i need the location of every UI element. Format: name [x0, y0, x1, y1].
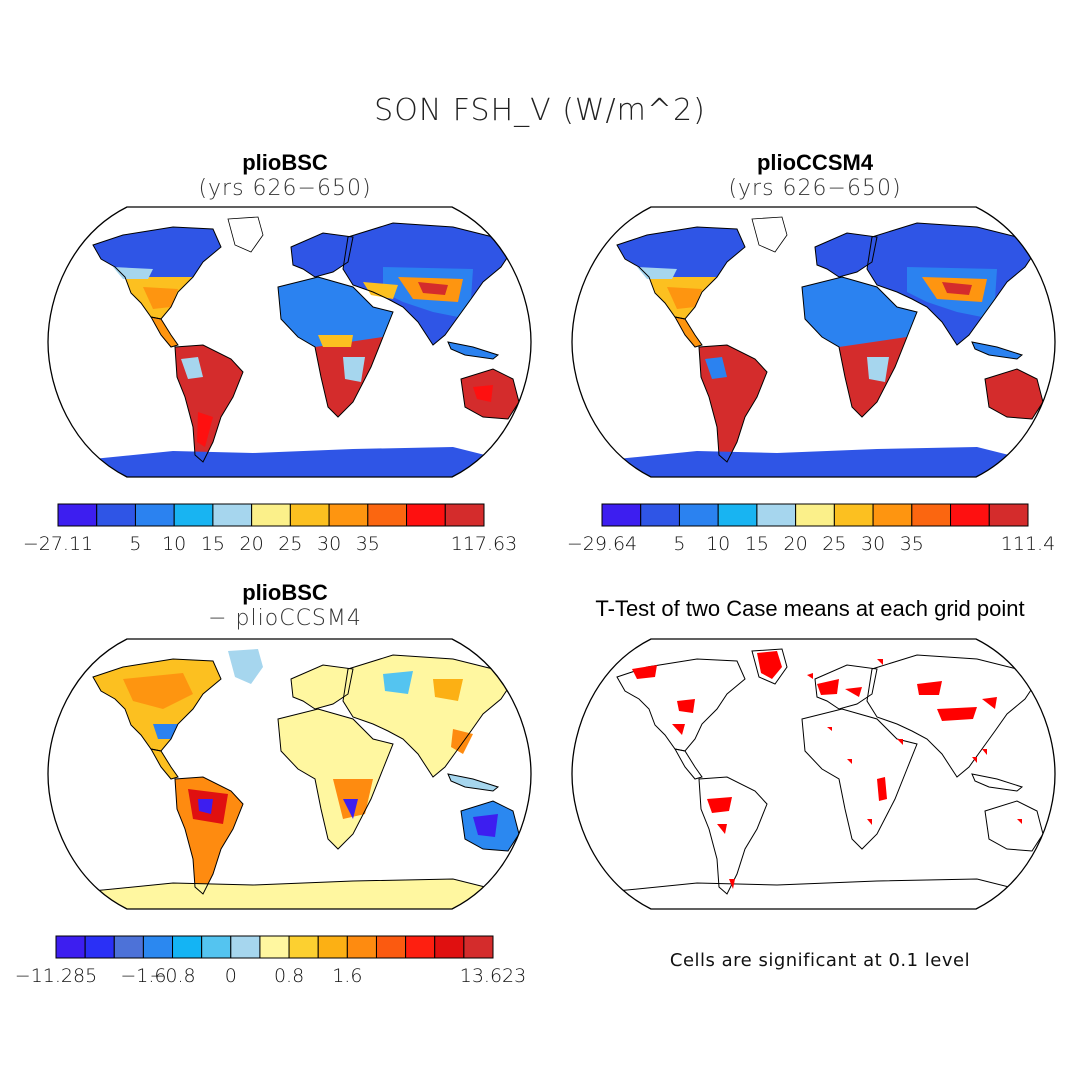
- map-panel-2: [571, 206, 1056, 478]
- panel3-title-block: plioBSC − plioCCSM4: [70, 580, 500, 632]
- cb3-swatch-5: [201, 935, 232, 959]
- cb2-swatch-6: [833, 503, 874, 527]
- cb2-swatch-9: [950, 503, 990, 527]
- panel1-title-block: plioBSC (yrs 626−650): [70, 150, 500, 202]
- cb2-label-5: 25: [822, 533, 846, 555]
- significance-marks: [632, 651, 1022, 889]
- cb1-label-2: 10: [162, 533, 186, 555]
- cb2-swatch-5: [795, 503, 835, 527]
- cb3-label-1: −1.6: [120, 965, 166, 987]
- cb2-label-7: 35: [900, 533, 924, 555]
- cb3-label-5: 1.6: [332, 965, 362, 987]
- cb2-swatch-8: [911, 503, 952, 527]
- cb1-label-6: 30: [317, 533, 341, 555]
- cb2-label-6: 30: [861, 533, 885, 555]
- cb3-label-2: −0.8: [149, 965, 195, 987]
- panel1-title: plioBSC: [242, 150, 328, 175]
- cb2-swatch-2: [678, 503, 719, 527]
- cb3-label-0: −11.285: [15, 965, 97, 987]
- cb3-swatch-9: [317, 935, 348, 959]
- panel3-title: plioBSC: [242, 580, 328, 605]
- cb1-swatch-8: [367, 503, 408, 527]
- cb3-swatch-12: [405, 935, 436, 959]
- cb3-label-6: 13.623: [460, 965, 526, 987]
- cb1-label-1: 5: [129, 533, 141, 555]
- cb3-swatch-13: [434, 935, 465, 959]
- cb3-label-4: 0.8: [274, 965, 304, 987]
- cb1-label-7: 35: [356, 533, 380, 555]
- cb2-label-0: −29.64: [567, 533, 637, 555]
- cb3-swatch-7: [259, 935, 290, 959]
- main-title: SON FSH_V (W/m^2): [374, 93, 706, 128]
- cb3-swatch-1: [84, 935, 115, 959]
- cb3-swatch-11: [375, 935, 407, 959]
- cb2-swatch-1: [640, 503, 680, 527]
- colorbar-1: −27.11 5 10 15 20 25 30 35 117.63: [23, 503, 517, 555]
- cb3-swatch-3: [142, 935, 174, 959]
- significance-note: Cells are significant at 0.1 level: [669, 950, 971, 971]
- cb2-label-1: 5: [673, 533, 685, 555]
- cb3-swatch-14: [463, 935, 494, 959]
- panel2-title-block: plioCCSM4 (yrs 626−650): [600, 150, 1030, 202]
- panel4-title: T-Test of two Case means at each grid po…: [595, 596, 1025, 621]
- cb1-swatch-2: [134, 503, 175, 527]
- cb3-label-3: 0: [225, 965, 237, 987]
- cb2-label-8: 111.4: [1001, 533, 1055, 555]
- panel2-title: plioCCSM4: [756, 150, 874, 175]
- cb3-swatch-2: [113, 935, 144, 959]
- cb2-label-4: 20: [784, 533, 808, 555]
- cb2-swatch-4: [756, 503, 797, 527]
- cb2-swatch-0: [601, 503, 642, 527]
- cb1-label-0: −27.11: [23, 533, 93, 555]
- cb1-swatch-4: [212, 503, 253, 527]
- panel3-subtitle: − plioCCSM4: [208, 606, 362, 631]
- cb3-swatch-10: [346, 935, 377, 959]
- cb1-swatch-0: [57, 503, 98, 527]
- cb2-label-2: 10: [706, 533, 730, 555]
- cb2-label-3: 15: [745, 533, 769, 555]
- cb2-swatch-10: [988, 503, 1029, 527]
- cb1-swatch-5: [251, 503, 291, 527]
- cb1-swatch-10: [444, 503, 485, 527]
- cb2-swatch-3: [717, 503, 758, 527]
- cb1-label-3: 15: [201, 533, 225, 555]
- cb1-swatch-6: [289, 503, 330, 527]
- cb2-swatch-7: [872, 503, 913, 527]
- cb3-swatch-4: [172, 935, 203, 959]
- cb1-swatch-9: [406, 503, 446, 527]
- cb3-swatch-8: [288, 935, 319, 959]
- cb1-label-5: 25: [278, 533, 302, 555]
- cb1-swatch-3: [173, 503, 214, 527]
- map-panel-4: [571, 638, 1056, 910]
- map-panel-1: [47, 206, 532, 478]
- cb1-label-8: 117.63: [451, 533, 517, 555]
- colorbar-3: −11.285 −1.6−0.8 0 0.8 1.6 13.623: [15, 935, 526, 987]
- panel1-subtitle: (yrs 626−650): [198, 176, 372, 201]
- cb3-swatch-6: [230, 935, 261, 959]
- panel2-subtitle: (yrs 626−650): [728, 176, 902, 201]
- cb3-swatch-0: [55, 935, 86, 959]
- cb1-swatch-1: [96, 503, 136, 527]
- map-panel-3: [47, 638, 532, 910]
- cb1-swatch-7: [328, 503, 369, 527]
- panel4-title-block: T-Test of two Case means at each grid po…: [545, 596, 1075, 622]
- colorbar-2: −29.64 5 10 15 20 25 30 35 111.4: [567, 503, 1055, 555]
- cb1-label-4: 20: [240, 533, 264, 555]
